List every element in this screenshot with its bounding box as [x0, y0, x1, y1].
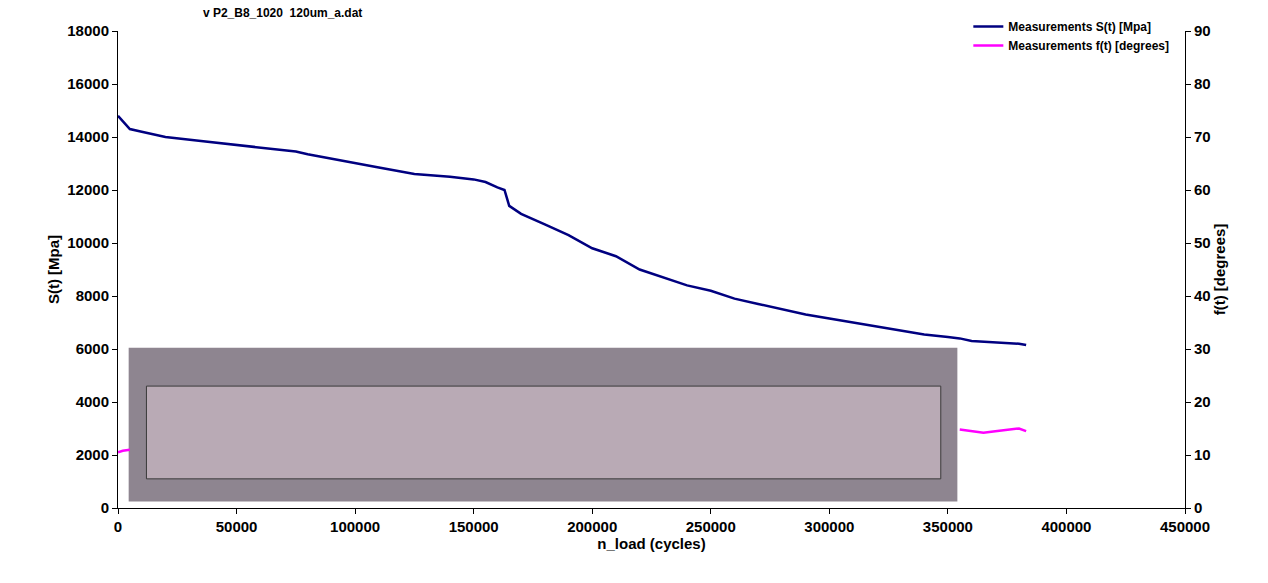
- svg-text:400000: 400000: [1041, 518, 1091, 535]
- svg-text:6000: 6000: [76, 340, 109, 357]
- svg-text:0: 0: [114, 518, 122, 535]
- svg-text:50: 50: [1194, 234, 1211, 251]
- svg-text:100000: 100000: [330, 518, 380, 535]
- svg-text:0: 0: [101, 499, 109, 516]
- svg-text:v P2_B8_1020 120um_a.dat: v P2_B8_1020 120um_a.dat: [203, 6, 362, 20]
- svg-text:f(t) [degrees]: f(t) [degrees]: [1211, 224, 1228, 316]
- svg-text:50000: 50000: [216, 518, 258, 535]
- svg-text:4000: 4000: [76, 393, 109, 410]
- svg-text:10: 10: [1194, 446, 1211, 463]
- svg-text:150000: 150000: [449, 518, 499, 535]
- svg-text:250000: 250000: [686, 518, 736, 535]
- svg-text:Measurements f(t) [degrees]: Measurements f(t) [degrees]: [1008, 39, 1169, 53]
- svg-text:14000: 14000: [67, 128, 109, 145]
- svg-text:2000: 2000: [76, 446, 109, 463]
- svg-text:40: 40: [1194, 287, 1211, 304]
- svg-text:12000: 12000: [67, 181, 109, 198]
- svg-text:10000: 10000: [67, 234, 109, 251]
- svg-text:450000: 450000: [1160, 518, 1210, 535]
- svg-text:60: 60: [1194, 181, 1211, 198]
- svg-text:18000: 18000: [67, 22, 109, 39]
- svg-text:350000: 350000: [923, 518, 973, 535]
- svg-text:n_load (cycles): n_load (cycles): [597, 535, 705, 552]
- svg-text:70: 70: [1194, 128, 1211, 145]
- svg-text:300000: 300000: [804, 518, 854, 535]
- svg-text:90: 90: [1194, 22, 1211, 39]
- svg-text:0: 0: [1194, 499, 1202, 516]
- svg-text:16000: 16000: [67, 75, 109, 92]
- svg-text:20: 20: [1194, 393, 1211, 410]
- svg-text:S(t) [Mpa]: S(t) [Mpa]: [45, 235, 62, 304]
- svg-text:200000: 200000: [567, 518, 617, 535]
- svg-text:Measurements S(t) [Mpa]: Measurements S(t) [Mpa]: [1008, 20, 1151, 34]
- svg-text:8000: 8000: [76, 287, 109, 304]
- svg-text:30: 30: [1194, 340, 1211, 357]
- svg-text:80: 80: [1194, 75, 1211, 92]
